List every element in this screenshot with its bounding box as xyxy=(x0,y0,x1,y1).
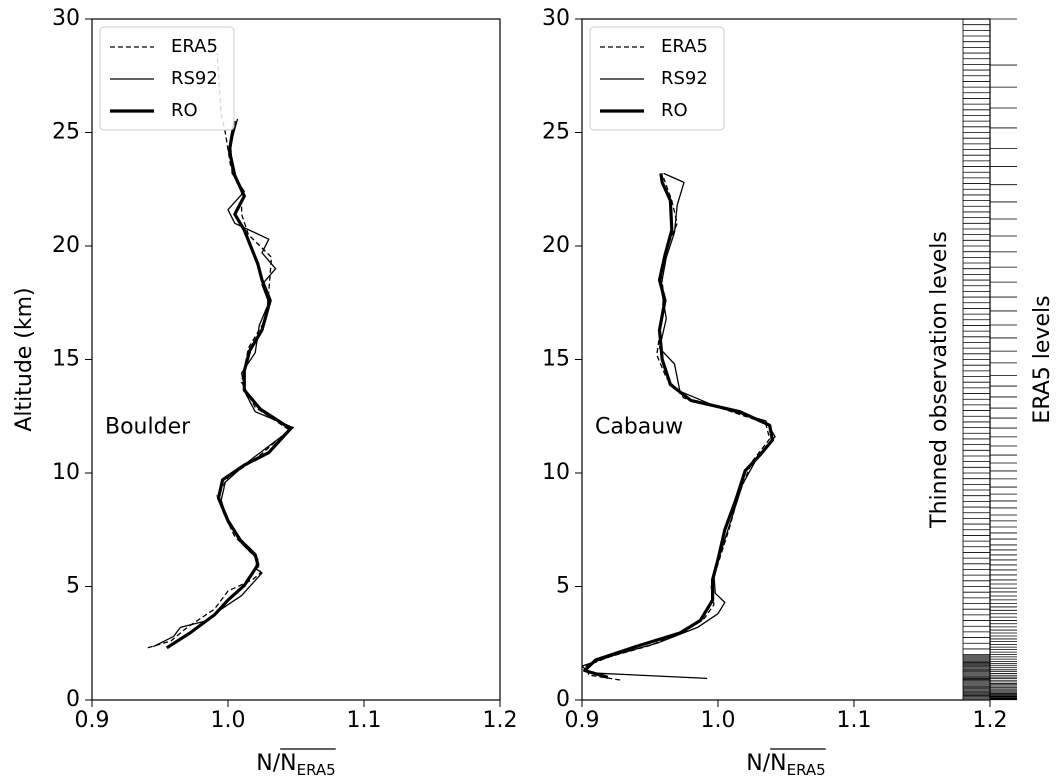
x-label-prefix: N/ xyxy=(746,751,770,776)
x-tick-label: 1.2 xyxy=(973,708,1008,733)
legend-label: RS92 xyxy=(171,68,218,89)
y-tick-label: 0 xyxy=(556,687,570,712)
x-tick-label: 0.9 xyxy=(75,708,110,733)
x-axis-label: N/NERA5 xyxy=(746,751,825,779)
y-tick-label: 25 xyxy=(52,120,80,145)
y-tick-label: 20 xyxy=(542,233,570,258)
data-area xyxy=(582,172,776,681)
axes-frame xyxy=(91,18,501,701)
legend-label: RO xyxy=(661,100,688,121)
x-label-subscript: ERA5 xyxy=(787,761,826,779)
axes-frame xyxy=(581,18,991,701)
legend-label: RS92 xyxy=(661,68,708,89)
y-tick-label: 15 xyxy=(52,347,80,372)
y-axis-label: Altitude (km) xyxy=(12,287,37,431)
x-tick-label: 0.9 xyxy=(565,708,600,733)
x-tick-label: 1.1 xyxy=(347,708,382,733)
era5-levels-label: ERA5 levels xyxy=(1030,295,1055,423)
x-label-prefix: N/ xyxy=(256,751,280,776)
x-axis-label: N/NERA5 xyxy=(256,751,335,779)
panel: 0 5 10 15 20 25 30 0.9 1.0 1.1 1.2 Thinned observat… xyxy=(542,6,1055,779)
x-label-overlined: N xyxy=(770,751,786,776)
legend-label: ERA5 xyxy=(661,36,708,57)
y-tick-label: 20 xyxy=(52,233,80,258)
x-label-subscript: ERA5 xyxy=(297,761,336,779)
y-tick-label: 0 xyxy=(66,687,80,712)
y-tick-label: 25 xyxy=(542,120,570,145)
x-tick-label: 1.2 xyxy=(483,708,518,733)
legend-box xyxy=(99,26,235,131)
x-tick-label: 1.0 xyxy=(211,708,246,733)
x-label-overlined: N xyxy=(280,751,296,776)
obs-levels-label: Thinned observation levels xyxy=(927,231,952,529)
legend-box xyxy=(589,26,725,131)
y-tick-label: 5 xyxy=(66,574,80,599)
data-line xyxy=(147,53,290,649)
legend-label: ERA5 xyxy=(171,36,218,57)
y-tick-label: 30 xyxy=(52,6,80,31)
annotation: Cabauw xyxy=(595,415,683,440)
legend-label: RO xyxy=(171,100,198,121)
data-line xyxy=(583,173,774,679)
y-tick-label: 15 xyxy=(542,347,570,372)
x-tick-label: 1.0 xyxy=(701,708,736,733)
y-tick-label: 5 xyxy=(556,574,570,599)
y-tick-label: 30 xyxy=(542,6,570,31)
y-tick-label: 10 xyxy=(52,460,80,485)
y-tick-label: 10 xyxy=(542,460,570,485)
data-line xyxy=(152,118,294,648)
data-line xyxy=(165,120,293,650)
data-area xyxy=(147,53,294,650)
legend: ERA5 RS92 RO xyxy=(589,26,725,131)
panel: 0 5 10 15 20 25 30 0.9 1.0 1.1 1.2 Boulder Altitude … xyxy=(12,6,518,779)
legend: ERA5 RS92 RO xyxy=(99,26,235,131)
annotation: Boulder xyxy=(105,415,191,440)
x-tick-label: 1.1 xyxy=(837,708,872,733)
